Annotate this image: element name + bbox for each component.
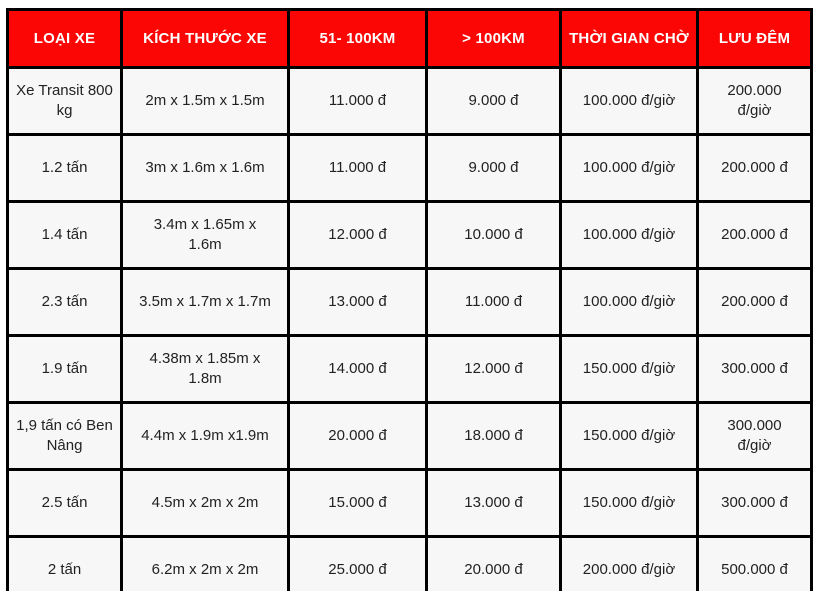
cell-overnight: 300.000 đ/giờ (696, 401, 813, 471)
table-row: 1.2 tấn 3m x 1.6m x 1.6m 11.000 đ 9.000 … (6, 133, 813, 203)
cell-dimensions: 6.2m x 2m x 2m (120, 535, 290, 591)
cell-rate-51-100km: 11.000 đ (287, 133, 428, 203)
cell-vehicle-type: 1.9 tấn (6, 334, 123, 404)
cell-vehicle-type: Xe Transit 800 kg (6, 66, 123, 136)
cell-wait-time: 150.000 đ/giờ (559, 468, 699, 538)
cell-rate-over-100km: 9.000 đ (425, 66, 562, 136)
cell-wait-time: 150.000 đ/giờ (559, 334, 699, 404)
header-cell-over-100km: > 100KM (425, 8, 562, 69)
cell-rate-over-100km: 9.000 đ (425, 133, 562, 203)
cell-overnight: 300.000 đ (696, 468, 813, 538)
cell-wait-time: 100.000 đ/giờ (559, 267, 699, 337)
table-row: 2 tấn 6.2m x 2m x 2m 25.000 đ 20.000 đ 2… (6, 535, 813, 591)
cell-vehicle-type: 2 tấn (6, 535, 123, 591)
header-cell-thoi-gian-cho: THỜI GIAN CHỜ (559, 8, 699, 69)
header-cell-luu-dem: LƯU ĐÊM (696, 8, 813, 69)
cell-wait-time: 200.000 đ/giờ (559, 535, 699, 591)
cell-dimensions: 2m x 1.5m x 1.5m (120, 66, 290, 136)
cell-overnight: 200.000 đ (696, 267, 813, 337)
cell-dimensions: 4.5m x 2m x 2m (120, 468, 290, 538)
cell-rate-51-100km: 14.000 đ (287, 334, 428, 404)
cell-vehicle-type: 2.3 tấn (6, 267, 123, 337)
header-cell-kich-thuoc-xe: KÍCH THƯỚC XE (120, 8, 290, 69)
cell-rate-51-100km: 13.000 đ (287, 267, 428, 337)
header-row: LOẠI XE KÍCH THƯỚC XE 51- 100KM > 100KM … (6, 8, 813, 69)
cell-rate-51-100km: 25.000 đ (287, 535, 428, 591)
cell-vehicle-type: 2.5 tấn (6, 468, 123, 538)
cell-rate-over-100km: 18.000 đ (425, 401, 562, 471)
cell-dimensions: 3.4m x 1.65m x 1.6m (120, 200, 290, 270)
cell-dimensions: 4.4m x 1.9m x1.9m (120, 401, 290, 471)
cell-overnight: 200.000 đ (696, 133, 813, 203)
table-row: 1,9 tấn có Ben Nâng 4.4m x 1.9m x1.9m 20… (6, 401, 813, 471)
cell-dimensions: 4.38m x 1.85m x 1.8m (120, 334, 290, 404)
cell-overnight: 500.000 đ (696, 535, 813, 591)
cell-dimensions: 3m x 1.6m x 1.6m (120, 133, 290, 203)
header-cell-loai-xe: LOẠI XE (6, 8, 123, 69)
table-row: 1.4 tấn 3.4m x 1.65m x 1.6m 12.000 đ 10.… (6, 200, 813, 270)
header-cell-51-100km: 51- 100KM (287, 8, 428, 69)
cell-vehicle-type: 1,9 tấn có Ben Nâng (6, 401, 123, 471)
cell-dimensions: 3.5m x 1.7m x 1.7m (120, 267, 290, 337)
cell-rate-51-100km: 12.000 đ (287, 200, 428, 270)
table-row: 2.3 tấn 3.5m x 1.7m x 1.7m 13.000 đ 11.0… (6, 267, 813, 337)
table-row: 2.5 tấn 4.5m x 2m x 2m 15.000 đ 13.000 đ… (6, 468, 813, 538)
cell-wait-time: 100.000 đ/giờ (559, 66, 699, 136)
cell-rate-over-100km: 11.000 đ (425, 267, 562, 337)
table-row: Xe Transit 800 kg 2m x 1.5m x 1.5m 11.00… (6, 66, 813, 136)
cell-rate-51-100km: 20.000 đ (287, 401, 428, 471)
cell-wait-time: 150.000 đ/giờ (559, 401, 699, 471)
cell-wait-time: 100.000 đ/giờ (559, 200, 699, 270)
cell-overnight: 300.000 đ (696, 334, 813, 404)
cell-rate-over-100km: 12.000 đ (425, 334, 562, 404)
cell-rate-51-100km: 15.000 đ (287, 468, 428, 538)
cell-rate-51-100km: 11.000 đ (287, 66, 428, 136)
table-row: 1.9 tấn 4.38m x 1.85m x 1.8m 14.000 đ 12… (6, 334, 813, 404)
cell-vehicle-type: 1.2 tấn (6, 133, 123, 203)
cell-overnight: 200.000 đ/giờ (696, 66, 813, 136)
cell-vehicle-type: 1.4 tấn (6, 200, 123, 270)
cell-rate-over-100km: 20.000 đ (425, 535, 562, 591)
cell-wait-time: 100.000 đ/giờ (559, 133, 699, 203)
cell-rate-over-100km: 13.000 đ (425, 468, 562, 538)
cell-overnight: 200.000 đ (696, 200, 813, 270)
cell-rate-over-100km: 10.000 đ (425, 200, 562, 270)
pricing-table: LOẠI XE KÍCH THƯỚC XE 51- 100KM > 100KM … (6, 8, 813, 591)
